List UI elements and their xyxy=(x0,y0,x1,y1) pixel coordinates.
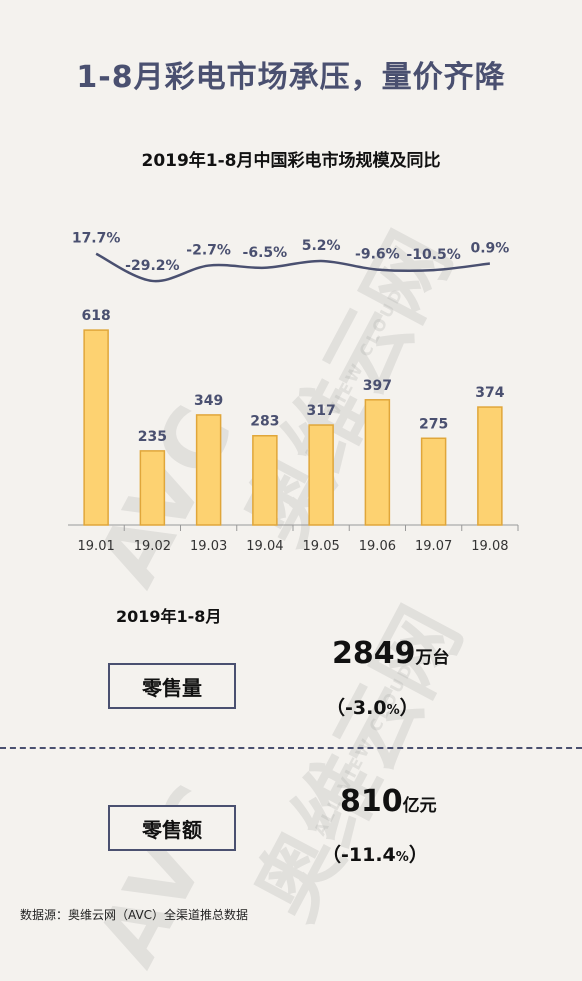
volume-value: 2849 xyxy=(332,636,416,671)
page-headline: 1-8月彩电市场承压，量价齐降 xyxy=(76,60,506,95)
x-tick-label: 19.03 xyxy=(190,539,227,554)
x-tick-label: 19.08 xyxy=(471,539,508,554)
bar-value-label: 374 xyxy=(475,385,504,401)
section-divider xyxy=(0,747,582,749)
yoy-label: 17.7% xyxy=(72,231,121,247)
amount-value: 810 xyxy=(340,784,403,819)
x-tick-label: 19.01 xyxy=(78,539,115,554)
bar-value-label: 618 xyxy=(82,308,111,324)
bar-19.02 xyxy=(139,450,166,526)
amount-pct: -11.4 xyxy=(341,844,396,866)
x-tick-label: 19.07 xyxy=(415,539,452,554)
x-tick-label: 19.04 xyxy=(246,539,283,554)
yoy-label: -6.5% xyxy=(243,245,288,261)
bar-19.08 xyxy=(477,406,503,526)
amount-value-group: 810亿元 xyxy=(340,784,437,819)
amount-paren-open: （ xyxy=(322,844,342,866)
volume-paren-close: ） xyxy=(399,697,419,719)
bar-19.03 xyxy=(195,414,222,526)
volume-value-group: 2849万台 xyxy=(332,636,450,671)
volume-unit: 万台 xyxy=(415,648,450,668)
summary-period: 2019年1-8月 xyxy=(116,607,222,626)
bar-19.01 xyxy=(83,329,109,526)
amount-pct-sign: % xyxy=(395,850,409,865)
amount-paren-close: ） xyxy=(408,844,428,866)
bar-value-label: 275 xyxy=(419,416,448,432)
amount-label: 零售额 xyxy=(142,817,202,842)
bar-value-label: 317 xyxy=(307,403,336,419)
volume-label: 零售量 xyxy=(142,675,202,700)
volume-label-box: 零售量 xyxy=(108,663,236,709)
amount-unit: 亿元 xyxy=(402,796,437,816)
amount-change: （-11.4%） xyxy=(322,840,428,867)
yoy-label: -9.6% xyxy=(355,247,400,263)
volume-pct: -3.0 xyxy=(345,697,387,719)
volume-change: （-3.0%） xyxy=(326,693,419,720)
bar-value-label: 397 xyxy=(363,378,392,394)
yoy-label: -29.2% xyxy=(125,258,179,274)
bar-19.07 xyxy=(420,437,447,526)
bar-value-label: 283 xyxy=(250,414,279,430)
x-tick-label: 19.06 xyxy=(359,539,396,554)
x-tick-label: 19.02 xyxy=(134,539,171,554)
volume-paren-open: （ xyxy=(326,697,346,719)
amount-label-box: 零售额 xyxy=(108,805,236,851)
bar-value-label: 235 xyxy=(138,429,167,445)
bar-value-label: 349 xyxy=(194,393,223,409)
data-source-note: 数据源：奥维云网（AVC）全渠道推总数据 xyxy=(20,908,249,922)
yoy-line xyxy=(95,252,491,283)
sales-chart: 618 19.01 235 19.02 349 19.03 283 19.04 317 19.05… xyxy=(68,231,519,554)
bar-19.04 xyxy=(252,434,278,526)
bar-19.06 xyxy=(364,399,391,526)
yoy-label: 0.9% xyxy=(470,240,509,256)
yoy-label: -10.5% xyxy=(406,247,460,263)
x-tick-label: 19.05 xyxy=(303,539,340,554)
volume-pct-sign: % xyxy=(386,703,400,718)
chart-title: 2019年1-8月中国彩电市场规模及同比 xyxy=(141,151,441,171)
yoy-label: -2.7% xyxy=(186,243,231,259)
bar-19.05 xyxy=(308,424,334,526)
yoy-label: 5.2% xyxy=(302,238,341,254)
